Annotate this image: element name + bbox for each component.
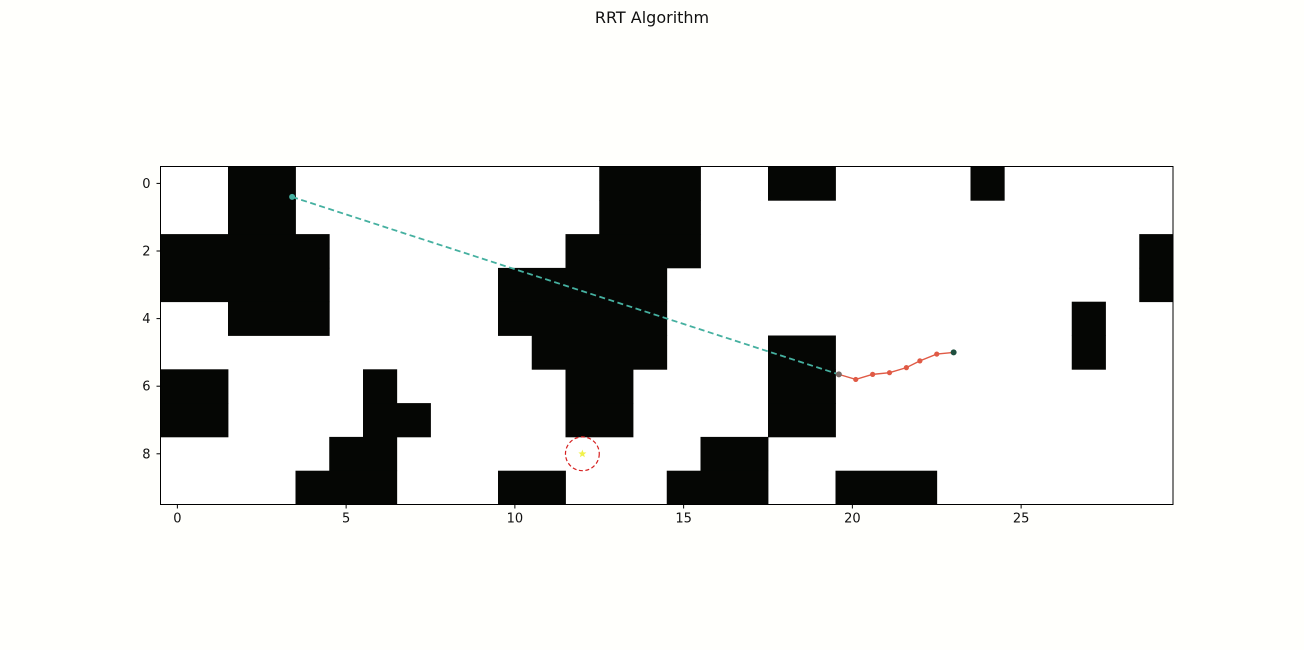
y-tick-label: 4: [142, 312, 150, 327]
current-node-point: [950, 349, 957, 356]
tree-node-point: [903, 365, 909, 371]
tree-node-point: [853, 376, 859, 383]
obstacle-cell: [329, 436, 398, 472]
x-tick-label: 0: [173, 512, 181, 527]
obstacle-cell: [565, 403, 634, 438]
tree-node-point: [886, 370, 893, 376]
x-tick-label: 25: [1013, 512, 1030, 527]
obstacle-cell: [768, 166, 836, 201]
axes-border: [160, 166, 1174, 505]
obstacle-cell: [498, 470, 566, 505]
obstacle-cell: [1071, 301, 1106, 336]
obstacle-cell: [1071, 335, 1106, 370]
y-tick-label: 8: [142, 447, 150, 462]
obstacle-cell: [599, 200, 701, 235]
obstacle-cell: [700, 436, 769, 472]
obstacle-cell: [228, 301, 330, 336]
dashed-path-line: [291, 196, 840, 376]
obstacle-cell: [498, 301, 668, 336]
start-point: [289, 193, 296, 200]
obstacle-cell: [970, 166, 1005, 201]
obstacle-cell: [160, 403, 229, 438]
obstacle-cell: [160, 234, 330, 269]
tree-node-point: [917, 358, 923, 364]
axes-frame: [160, 166, 1174, 505]
obstacle-cell: [599, 166, 701, 201]
x-tick-label: 20: [844, 512, 861, 527]
junction-point: [835, 371, 842, 378]
obstacle-cell: [160, 369, 229, 404]
path-layer: [291, 196, 954, 381]
obstacle-cell: [768, 403, 836, 438]
tree-node-point: [934, 351, 940, 357]
goal-star-point: [578, 449, 587, 458]
obstacle-cell: [565, 234, 701, 269]
obstacle-cell: [228, 200, 296, 235]
obstacle-cell: [228, 166, 296, 201]
x-tick-label: 5: [342, 512, 350, 527]
tree-node-point: [870, 371, 876, 377]
obstacle-cell: [1139, 234, 1174, 269]
tree-path-line: [838, 351, 954, 381]
obstacle-layer: [160, 166, 1174, 505]
obstacle-cell: [363, 369, 398, 404]
obstacle-cell: [531, 335, 668, 370]
y-tick-label: 0: [142, 177, 150, 192]
obstacle-cell: [160, 267, 330, 303]
obstacle-cell: [498, 267, 668, 303]
x-tick-label: 10: [507, 512, 524, 527]
x-tick-label: 15: [675, 512, 692, 527]
chart-title: RRT Algorithm: [594, 8, 710, 27]
tick-layer: 0 5 10 15 20 25 0 2 4 6 8: [142, 177, 1029, 527]
obstacle-cell: [565, 369, 634, 404]
obstacle-cell: [666, 470, 769, 505]
obstacle-cell: [768, 335, 836, 370]
obstacle-cell: [768, 369, 836, 404]
obstacle-cell: [835, 470, 938, 505]
obstacle-cell: [1139, 267, 1174, 303]
goal-radius-circle: [564, 436, 600, 472]
node-layer: [289, 193, 957, 472]
y-tick-label: 6: [142, 380, 150, 395]
obstacle-cell: [363, 403, 431, 438]
y-tick-label: 2: [142, 245, 150, 260]
obstacle-cell: [295, 470, 398, 505]
